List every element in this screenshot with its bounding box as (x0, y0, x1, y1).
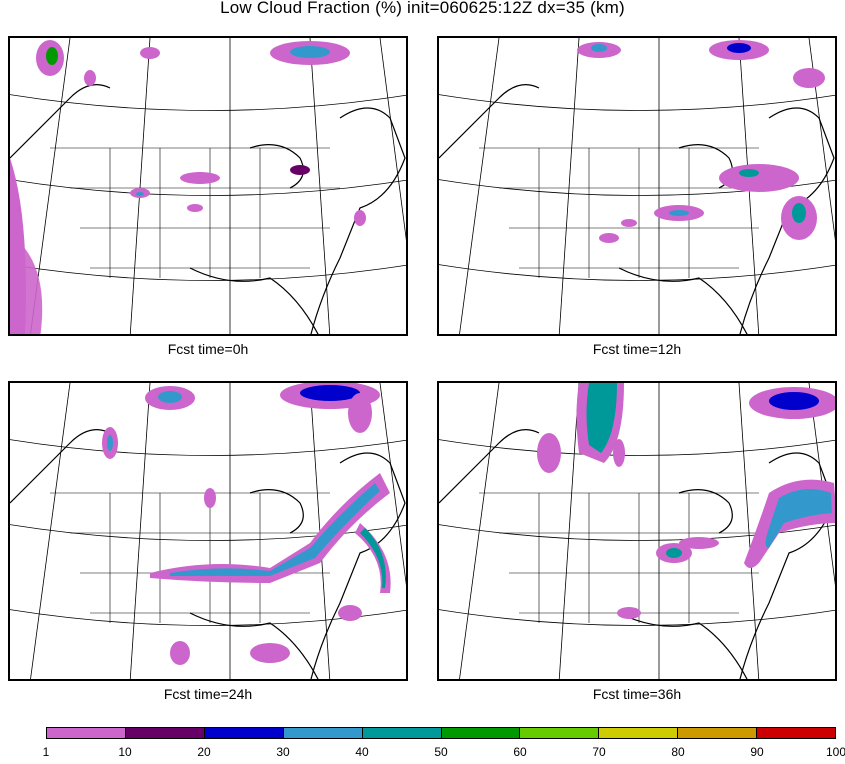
color-scale-tick-label: 10 (118, 745, 132, 759)
coastline (439, 429, 835, 679)
color-scale-segment (204, 728, 284, 738)
state-borders (50, 147, 340, 278)
cloud-fraction-field (537, 383, 835, 619)
color-scale-tick-label: 100 (825, 745, 845, 759)
map-canvas (439, 383, 835, 679)
color-scale-tick-label: 90 (750, 745, 764, 759)
color-scale-segment (283, 728, 363, 738)
map-panel-24h (8, 381, 408, 681)
map-canvas (10, 38, 406, 334)
panel-caption-24h: Fcst time=24h (163, 686, 253, 702)
map-canvas (10, 383, 406, 679)
color-scale-segment (757, 728, 836, 738)
map-panel-12h (437, 36, 837, 336)
cloud-fraction-field (577, 40, 825, 243)
color-scale-segment (520, 728, 600, 738)
color-scale-bar (46, 727, 836, 739)
state-borders (479, 492, 769, 623)
state-borders (479, 147, 769, 278)
color-scale-segment (47, 728, 126, 738)
color-scale-tick-label: 40 (355, 745, 369, 759)
map-canvas (439, 38, 835, 334)
color-scale-tick-label: 70 (592, 745, 606, 759)
color-scale-tick-label: 1 (42, 745, 50, 759)
map-grid (10, 38, 406, 334)
map-grid (10, 383, 406, 679)
coastline (10, 84, 406, 334)
color-scale-segment (599, 728, 679, 738)
color-scale-tick-label: 30 (276, 745, 290, 759)
cloud-fraction-field (102, 383, 391, 665)
coastline (10, 429, 406, 679)
color-scale-segment (125, 728, 205, 738)
map-panel-36h (437, 381, 837, 681)
color-scale-segment (441, 728, 521, 738)
panel-caption-36h: Fcst time=36h (592, 686, 682, 702)
cloud-fraction-field (10, 40, 366, 334)
color-scale-tick-label: 20 (197, 745, 211, 759)
color-scale-segment (362, 728, 442, 738)
panel-caption-12h: Fcst time=12h (592, 341, 682, 357)
color-scale-tick-label: 50 (434, 745, 448, 759)
figure-title: Low Cloud Fraction (%) init=060625:12Z d… (220, 0, 625, 17)
coastline (439, 84, 835, 334)
panel-caption-0h: Fcst time=0h (167, 341, 249, 357)
map-panel-0h (8, 36, 408, 336)
color-scale-tick-label: 60 (513, 745, 527, 759)
color-scale-segment (678, 728, 758, 738)
color-scale-tick-label: 80 (671, 745, 685, 759)
